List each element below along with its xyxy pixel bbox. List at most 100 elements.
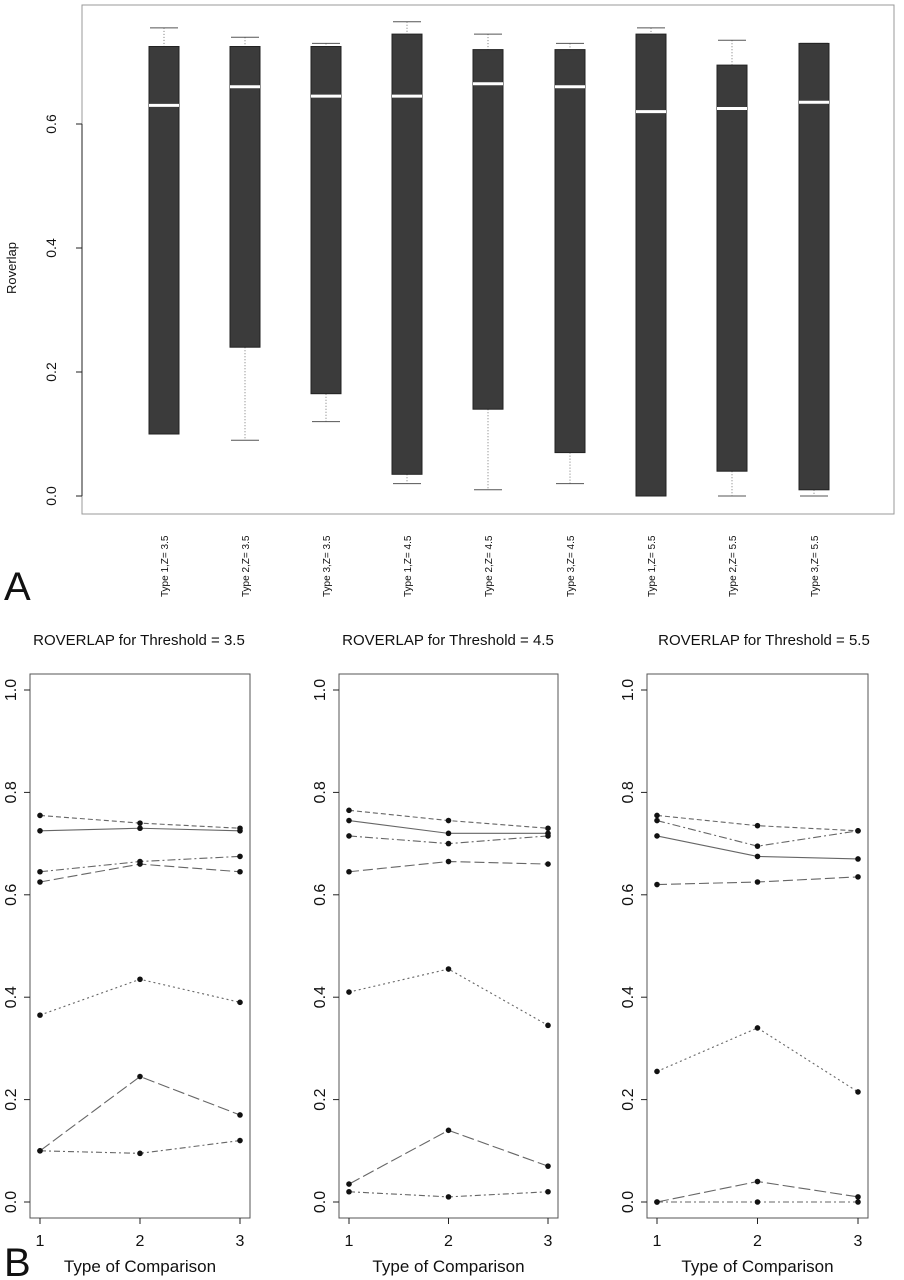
y-tick-label: 0.8 [312,781,329,803]
data-point [654,833,660,839]
x-tick-label: 1 [36,1233,45,1250]
y-tick-label: 0.0 [620,1191,637,1213]
data-point [37,1148,43,1154]
y-tick-label: 0.6 [620,884,637,906]
data-point [545,833,551,839]
y-tick-label: 1.0 [620,679,637,701]
box-body [229,46,261,348]
data-point [754,1178,761,1185]
data-point [754,822,761,829]
y-tick-label: 1.0 [3,679,20,701]
data-point [346,868,352,875]
y-tick-label: 0.2 [3,1088,20,1110]
series-line-6 [656,1180,859,1203]
chart-title: ROVERLAP for Threshold = 4.5 [342,632,554,649]
data-point [237,868,243,875]
data-point [445,1127,452,1134]
box-6 [554,42,586,485]
data-point [37,868,43,875]
box-8 [716,39,748,497]
data-point [346,1188,352,1195]
y-tick-label: 0.6 [43,114,59,134]
line-chart-3 [641,673,869,1224]
data-point [445,840,452,847]
plot-frame [29,673,251,1219]
data-point [654,812,660,819]
x-tick-label: Type 1,Z= 3.5 [160,535,171,597]
box-body [310,46,342,395]
x-tick-label: 3 [236,1233,245,1250]
data-point [754,853,761,860]
x-axis-label: Type of Comparison [681,1257,833,1276]
box-2 [229,36,261,441]
data-point [445,1194,452,1200]
data-point [346,817,352,824]
y-tick-label: 0.8 [3,781,20,803]
box-4 [391,21,423,485]
x-tick-label: Type 1,Z= 4.5 [403,535,414,597]
series-line-5 [348,968,549,1026]
line-chart-1 [24,673,251,1224]
box-9 [798,42,830,497]
data-point [754,879,761,885]
y-tick-label: 0.2 [43,362,59,382]
y-axis-label: Roverlap [4,242,19,294]
data-point [137,976,143,983]
x-axis-label: Type of Comparison [64,1257,216,1276]
panel-b-letter: B [4,1241,31,1280]
x-tick-label: 2 [136,1233,145,1250]
data-point [545,825,551,832]
data-point [855,1089,861,1095]
data-point [137,1150,143,1157]
y-tick-label: 0.4 [3,986,20,1008]
series-line-6 [39,1075,241,1152]
y-tick-label: 0.8 [620,781,637,803]
box-1 [148,27,180,435]
data-point [855,874,861,880]
data-point [137,1073,143,1080]
data-point [37,879,43,885]
y-tick-label: 0.6 [312,884,329,906]
y-tick-label: 0.4 [43,238,59,258]
data-point [445,817,452,824]
series-line-5 [39,978,241,1016]
y-tick-label: 0.2 [620,1088,637,1110]
plot-frame [646,673,869,1219]
data-point [37,1012,43,1018]
x-tick-label: 2 [753,1233,762,1250]
data-point [754,1025,761,1031]
data-point [754,843,761,849]
box-body [716,64,748,472]
data-point [346,989,352,995]
data-point [855,856,861,862]
chart-title: ROVERLAP for Threshold = 3.5 [33,632,245,649]
data-point [237,828,243,834]
x-tick-label: Type 2,Z= 3.5 [241,535,252,597]
data-point [545,1163,551,1169]
data-point [855,828,861,834]
data-point [654,881,660,888]
box-body [391,33,423,475]
box-body [472,49,504,410]
data-point [137,861,143,867]
panel-a-letter: A [4,565,31,609]
series-line-5 [656,1027,859,1093]
box-3 [310,42,342,423]
x-tick-label: 1 [653,1233,662,1250]
data-point [37,828,43,834]
data-point [346,1181,352,1187]
data-point [855,1199,861,1205]
series-line-1 [656,814,859,832]
data-point [445,858,452,865]
data-point [237,1137,243,1144]
data-point [654,1199,660,1205]
data-point [445,966,452,972]
y-tick-label: 0.0 [3,1191,20,1213]
data-point [545,1022,551,1029]
box-5 [472,33,504,491]
y-tick-label: 0.0 [312,1191,329,1213]
line-chart-2 [333,673,559,1224]
data-point [37,812,43,819]
data-point [545,861,551,867]
series-line-6 [348,1129,549,1185]
